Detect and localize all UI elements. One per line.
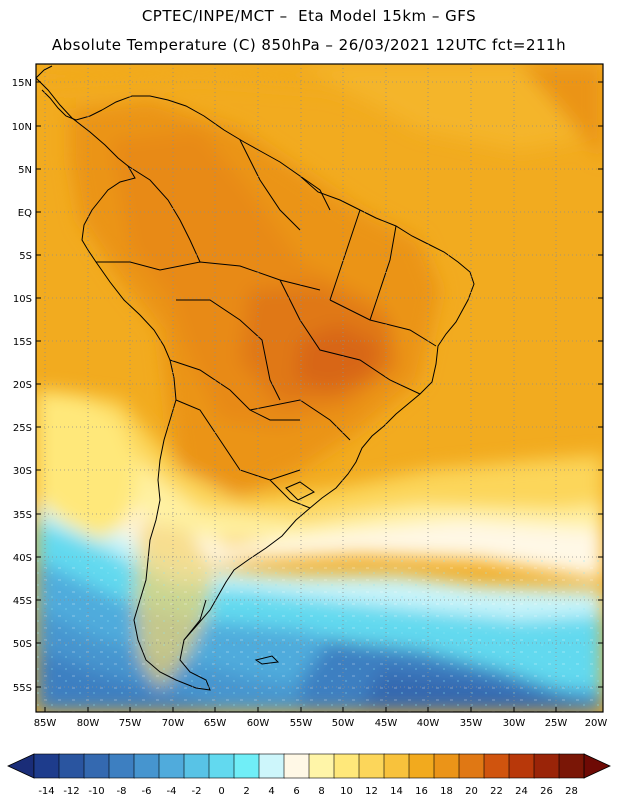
lon-label: 80W <box>77 718 100 729</box>
colorbar-swatch <box>533 753 560 779</box>
map-frame <box>35 63 604 713</box>
colorbar-swatch <box>58 753 85 779</box>
colorbar-swatch <box>183 753 210 779</box>
colorbar-label: -6 <box>142 786 152 797</box>
colorbar-swatch <box>383 753 410 779</box>
colorbar-swatch <box>558 753 585 779</box>
lon-label: 20W <box>585 718 608 729</box>
colorbar-swatch <box>133 753 160 779</box>
lat-label: 30S <box>13 466 32 477</box>
lon-label: 35W <box>460 718 483 729</box>
colorbar-swatch <box>308 753 335 779</box>
colorbar-label: 0 <box>218 786 224 797</box>
lat-label: EQ <box>18 208 32 219</box>
coastlines <box>36 65 475 691</box>
colorbar-label: 24 <box>515 786 528 797</box>
colorbar-swatch <box>233 753 260 779</box>
lon-label: 65W <box>204 718 227 729</box>
colorbar-over-arrow <box>583 753 611 779</box>
lon-label: 25W <box>545 718 568 729</box>
map-subtitle: Absolute Temperature (C) 850hPa – 26/03/… <box>51 36 567 54</box>
colorbar-swatch <box>33 753 60 779</box>
colorbar-label: 16 <box>415 786 428 797</box>
colorbar-swatch <box>208 753 235 779</box>
lat-label: 50S <box>13 639 32 650</box>
map-title: CPTEC/INPE/MCT – Eta Model 15km – GFS <box>141 7 477 25</box>
lon-label: 45W <box>375 718 398 729</box>
colorbar-label: 4 <box>268 786 274 797</box>
longitude-labels: 85W 80W 75W 70W 65W 60W 55W 50W 45W 40W … <box>34 718 608 729</box>
lat-label: 15N <box>12 78 32 89</box>
colorbar-label: 22 <box>490 786 503 797</box>
colorbar-under-arrow <box>7 753 35 779</box>
lon-label: 60W <box>247 718 270 729</box>
colorbar-label: 20 <box>465 786 478 797</box>
colorbar-label: -8 <box>117 786 127 797</box>
colorbar-label: 8 <box>318 786 324 797</box>
lat-label: 45S <box>13 596 32 607</box>
lat-label: 20S <box>13 380 32 391</box>
lon-label: 70W <box>162 718 185 729</box>
colorbar-label: 6 <box>293 786 299 797</box>
lat-label: 55S <box>13 683 32 694</box>
lon-label: 75W <box>119 718 142 729</box>
lat-label: 35S <box>13 510 32 521</box>
colorbar-label: 26 <box>540 786 553 797</box>
lat-label: 10S <box>13 294 32 305</box>
colorbar-swatch <box>483 753 510 779</box>
longitude-axis <box>44 707 557 712</box>
colorbar-swatch <box>258 753 285 779</box>
colorbar-label: -12 <box>63 786 79 797</box>
colorbar-label: -14 <box>38 786 54 797</box>
colorbar-swatch <box>408 753 435 779</box>
grid-lines <box>36 64 603 712</box>
colorbar-swatch <box>83 753 110 779</box>
lat-label: 25S <box>13 423 32 434</box>
colorbar-swatch <box>508 753 535 779</box>
lat-label: 5N <box>18 165 32 176</box>
colorbar-label: 2 <box>243 786 249 797</box>
lat-label: 5S <box>19 251 32 262</box>
colorbar-swatch <box>433 753 460 779</box>
colorbar-label: 12 <box>365 786 378 797</box>
lon-label: 40W <box>417 718 440 729</box>
colorbar-swatch <box>283 753 310 779</box>
colorbar-swatch <box>158 753 185 779</box>
colorbar-swatch <box>108 753 135 779</box>
colorbar-label: -4 <box>167 786 177 797</box>
colorbar-label: 18 <box>440 786 453 797</box>
latitude-labels: 15N 10N 5N EQ 5S 10S 15S 20S 25S 30S 35S… <box>12 78 32 694</box>
lon-label: 55W <box>290 718 313 729</box>
latitude-axis <box>36 81 603 688</box>
lat-label: 40S <box>13 553 32 564</box>
colorbar: -14 -12 -10 -8 -6 -4 -2 0 2 4 6 8 10 12 14 16 18 20 22 24 26… <box>7 753 611 797</box>
lat-label: 10N <box>12 122 32 133</box>
colorbar-swatch <box>458 753 485 779</box>
colorbar-label: -2 <box>192 786 202 797</box>
colorbar-label: 14 <box>390 786 403 797</box>
lon-label: 50W <box>332 718 355 729</box>
colorbar-swatch <box>358 753 385 779</box>
colorbar-label: -10 <box>88 786 104 797</box>
colorbar-swatch <box>333 753 360 779</box>
lon-label: 85W <box>34 718 57 729</box>
temperature-field <box>36 64 603 712</box>
colorbar-label: 28 <box>565 786 578 797</box>
lon-label: 30W <box>503 718 526 729</box>
lat-label: 15S <box>13 337 32 348</box>
colorbar-label: 10 <box>340 786 353 797</box>
